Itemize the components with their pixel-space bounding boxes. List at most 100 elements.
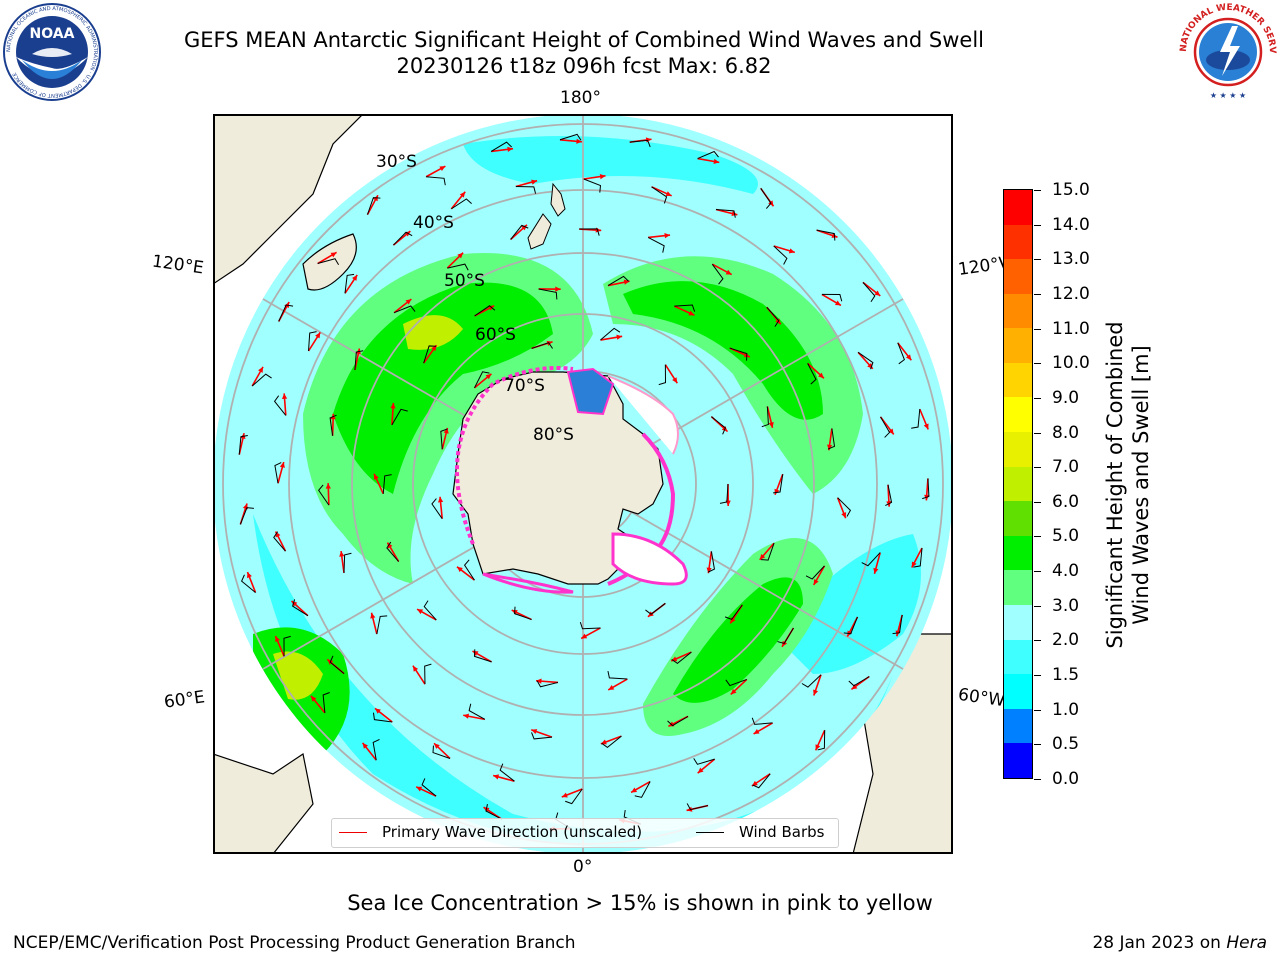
wave-arrow-head (472, 651, 479, 656)
wind-barb (538, 288, 558, 300)
wave-arrow-head (813, 579, 819, 586)
wind-barb (273, 531, 286, 552)
wave-arrow-head (665, 191, 672, 196)
colorbar-segment (1004, 224, 1032, 260)
wind-barb (634, 781, 651, 798)
lat-label-30s: 30°S (376, 152, 417, 172)
wind-barb (843, 616, 858, 635)
colorbar-segment (1004, 328, 1032, 363)
colorbar-tick-label: 10.0 (1052, 353, 1090, 374)
wave-arrow-head (310, 695, 317, 702)
wave-arrow-head (730, 688, 737, 695)
wave-arrow-head (370, 612, 376, 619)
wave-arrow-head (576, 138, 582, 144)
wind-barb (239, 507, 254, 525)
wind-barb (761, 406, 769, 428)
lat-label-50s: 50°S (444, 271, 485, 291)
colorbar-tick (1034, 709, 1041, 711)
lon-label-60e: 60°E (162, 687, 207, 713)
wind-barb (725, 678, 747, 687)
wind-barb (531, 732, 553, 740)
wind-barb (837, 497, 852, 517)
wind-barb (913, 547, 923, 568)
wind-barb (536, 680, 559, 688)
wave-arrow-head (315, 332, 321, 339)
wind-barb (329, 414, 337, 436)
wave-arrow-head (291, 600, 298, 607)
wind-barb (273, 395, 287, 416)
lat-label-70s: 70°S (504, 376, 545, 396)
wind-barb (760, 188, 772, 209)
wind-barb (251, 373, 272, 387)
map-subtitle: 20230126 t18z 096h fcst Max: 6.82 (396, 54, 772, 78)
colorbar-tick (1034, 640, 1041, 642)
map-canvas (215, 116, 951, 852)
colorbar-tick-label: 5.0 (1052, 526, 1080, 547)
wind-barb (559, 133, 582, 141)
wind-barb (514, 606, 532, 621)
wave-arrow-head (827, 444, 833, 451)
colorbar-tick (1034, 536, 1041, 538)
wind-barb (686, 803, 709, 811)
wind-barb (766, 306, 780, 327)
lon-label-180: 180° (560, 88, 601, 108)
wind-barb (607, 275, 629, 287)
colorbar-segment (1004, 293, 1032, 329)
wind-barb (862, 282, 876, 303)
wave-arrow-head (339, 551, 345, 557)
colorbar-segment (1004, 362, 1032, 398)
wave-arrow-head (390, 402, 396, 409)
map-legend: Primary Wave Direction (unscaled) Wind B… (331, 818, 839, 848)
wind-barb (922, 478, 930, 500)
wave-arrow-head (536, 678, 542, 684)
nws-logo: NATIONAL WEATHER SERVICE ★ ★ ★ ★ (1173, 0, 1280, 108)
wind-barb (817, 730, 826, 751)
wind-barb (354, 350, 364, 371)
noaa-logo: NOAA NATIONAL OCEANIC AND ATMOSPHERIC AD… (2, 2, 102, 106)
wave-arrow-head (362, 742, 368, 749)
wind-barb (658, 364, 667, 386)
wind-barb (473, 649, 492, 663)
colorbar (1003, 189, 1033, 779)
colorbar-segment (1004, 605, 1032, 640)
wind-barb (510, 224, 529, 240)
wave-arrow-head (485, 373, 492, 380)
wave-arrow-head (416, 786, 423, 792)
colorbar-tick (1034, 328, 1041, 330)
wind-barb (777, 627, 794, 645)
colorbar-tick (1034, 432, 1041, 434)
wave-arrow-head (688, 310, 695, 316)
wave-arrow-head (751, 780, 758, 786)
wave-arrow-head (531, 179, 538, 185)
wind-barb (372, 712, 393, 723)
wave-arrow-head (258, 366, 264, 373)
wind-barb (857, 351, 874, 370)
wind-barb (629, 139, 651, 148)
colorbar-tick (1034, 571, 1041, 573)
wind-barb (531, 342, 553, 349)
wind-barb (366, 197, 381, 215)
wind-barb (607, 670, 628, 680)
colorbar-segment (1004, 570, 1032, 606)
polar-map (213, 114, 953, 854)
footer-branch: NCEP/EMC/Verification Post Processing Pr… (13, 933, 576, 953)
colorbar-tick-label: 4.0 (1052, 561, 1080, 582)
colorbar-tick (1034, 605, 1041, 607)
colorbar-tick-label: 2.0 (1052, 630, 1080, 651)
colorbar-tick (1034, 190, 1041, 191)
colorbar-tick-label: 6.0 (1052, 491, 1080, 512)
colorbar-tick (1034, 259, 1041, 261)
wind-barb (424, 663, 432, 685)
wave-arrow-head (373, 473, 379, 480)
wind-barb (423, 600, 437, 621)
wind-barb (773, 245, 788, 265)
wave-arrow-head (555, 286, 561, 292)
wave-arrow-head (841, 512, 847, 519)
colorbar-tick-label: 3.0 (1052, 595, 1080, 616)
wind-barb (761, 542, 775, 561)
wind-barb (432, 745, 451, 759)
colorbar-tick-label: 15.0 (1052, 180, 1090, 200)
wave-arrow-head (815, 744, 821, 751)
legend-barb-label: Wind Barbs (739, 823, 825, 841)
wind-barb (565, 788, 583, 805)
